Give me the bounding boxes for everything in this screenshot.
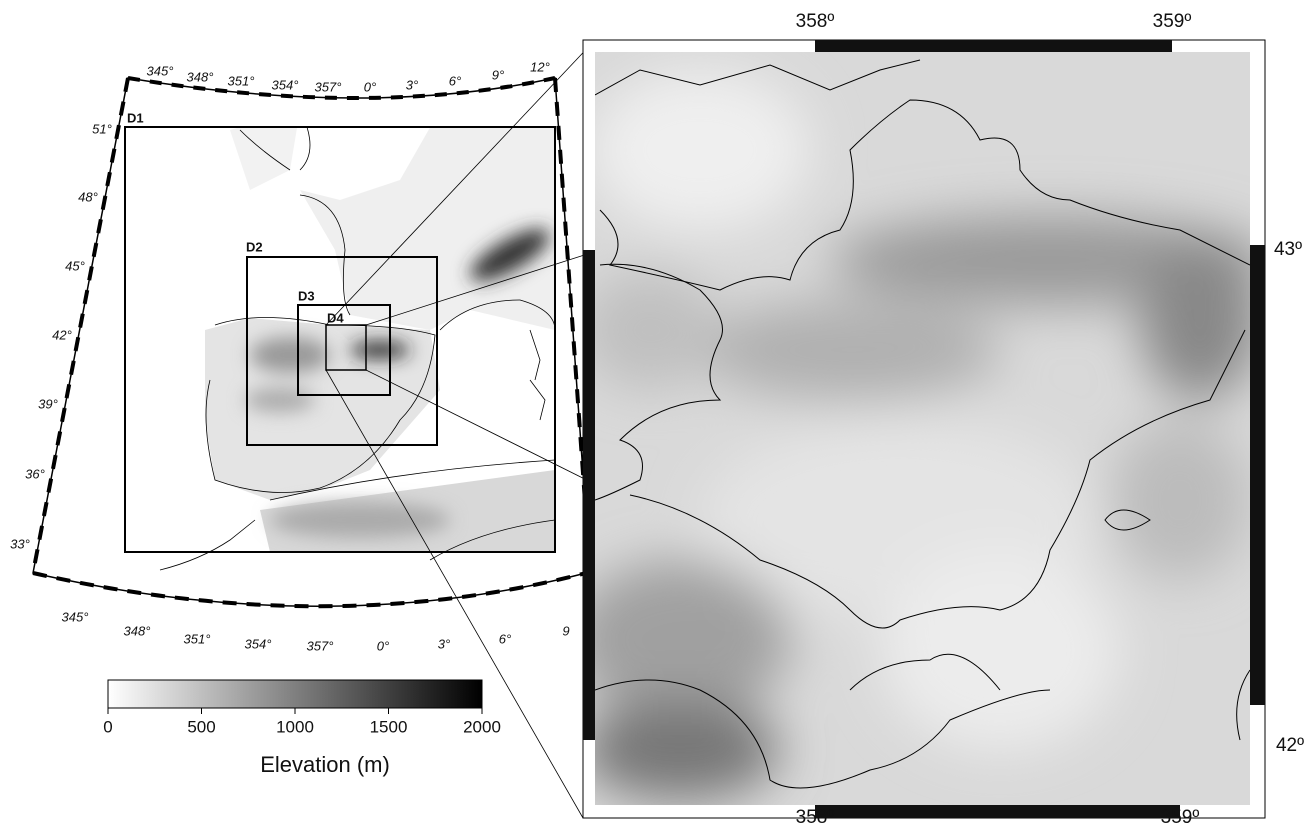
lat-label: 42º [1276, 735, 1304, 756]
colorbar: Elevation (m) 0 500 1000 1500 2000 [103, 680, 501, 777]
lat-label: 51° [92, 121, 112, 136]
lat-label: 42° [52, 327, 72, 342]
domain-label: D4 [327, 310, 344, 325]
colorbar-tick-label: 0 [103, 717, 112, 736]
domain-label: D3 [298, 288, 315, 303]
lon-label: 345° [147, 63, 174, 78]
lat-label: 48° [78, 189, 98, 204]
lon-label: 12° [530, 59, 550, 74]
figure: D1 D2 D3 D4 [0, 0, 1311, 831]
domain-label: D2 [246, 239, 263, 254]
lon-label: 351° [184, 631, 211, 646]
lon-label: 6° [499, 631, 511, 646]
lat-label: 43º [1274, 239, 1302, 260]
lon-label: 348° [187, 69, 214, 84]
colorbar-tick-label: 1500 [370, 717, 408, 736]
lon-label: 351° [228, 73, 255, 88]
lon-label: 9° [492, 67, 504, 82]
lon-label: 358º [796, 807, 835, 828]
lat-label: 33° [10, 536, 30, 551]
colorbar-tick-label: 1000 [276, 717, 314, 736]
lon-label: 0° [364, 79, 376, 94]
lon-label: 348° [124, 623, 151, 638]
lon-label: 3° [406, 77, 418, 92]
colorbar-tick-label: 500 [187, 717, 215, 736]
lat-label: 45° [65, 258, 85, 273]
lon-label: 359º [1153, 11, 1192, 32]
domain-label: D1 [127, 110, 144, 125]
lon-label: 357° [315, 79, 342, 94]
lon-label: 358º [796, 11, 835, 32]
lat-label: 39° [38, 396, 58, 411]
detail-map [570, 40, 1270, 818]
lon-label: 0° [377, 638, 389, 653]
lon-label: 357° [307, 638, 334, 653]
lon-label: 9 [562, 623, 569, 638]
colorbar-tick-label: 2000 [463, 717, 501, 736]
lon-label: 354° [245, 636, 272, 651]
lon-label: 345° [62, 609, 89, 624]
lat-label: 36° [25, 466, 45, 481]
lon-label: 354° [272, 77, 299, 92]
colorbar-label: Elevation (m) [260, 752, 390, 777]
lon-label: 6° [449, 73, 461, 88]
overview-map: D1 D2 D3 D4 [33, 78, 590, 606]
colorbar-ramp [108, 680, 482, 708]
lon-label: 3° [438, 636, 450, 651]
lon-label: 359º [1161, 807, 1200, 828]
